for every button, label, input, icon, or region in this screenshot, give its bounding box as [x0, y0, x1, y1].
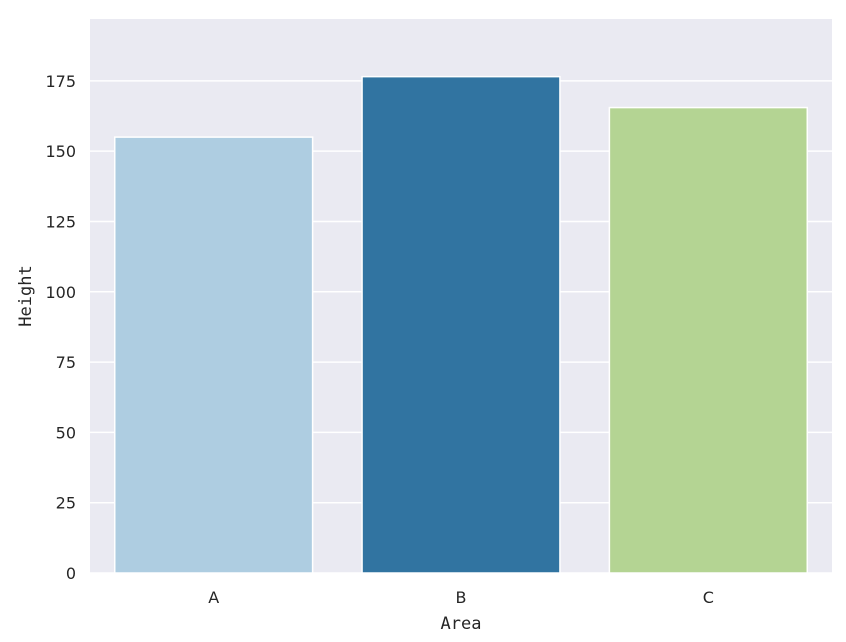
- x-tick-label-b: B: [456, 588, 467, 607]
- bar-c: [608, 106, 809, 574]
- y-tick-labels: 0 25 50 75 100 125 150 175: [45, 72, 76, 583]
- y-axis-label: Height: [16, 265, 36, 326]
- x-tick-labels: A B C: [208, 588, 714, 607]
- x-tick-label-a: A: [208, 588, 219, 607]
- x-axis-label: Area: [441, 614, 482, 634]
- bar-a: [113, 136, 314, 574]
- y-tick-label: 75: [56, 353, 76, 372]
- bars: [113, 75, 809, 574]
- y-tick-label: 0: [66, 564, 76, 583]
- y-tick-label: 25: [56, 494, 76, 513]
- x-tick-label-c: C: [703, 588, 714, 607]
- y-tick-label: 175: [45, 72, 76, 91]
- y-tick-label: 125: [45, 212, 76, 231]
- y-tick-label: 150: [45, 142, 76, 161]
- y-tick-label: 100: [45, 283, 76, 302]
- y-tick-label: 50: [56, 423, 76, 442]
- bar-b: [361, 75, 561, 574]
